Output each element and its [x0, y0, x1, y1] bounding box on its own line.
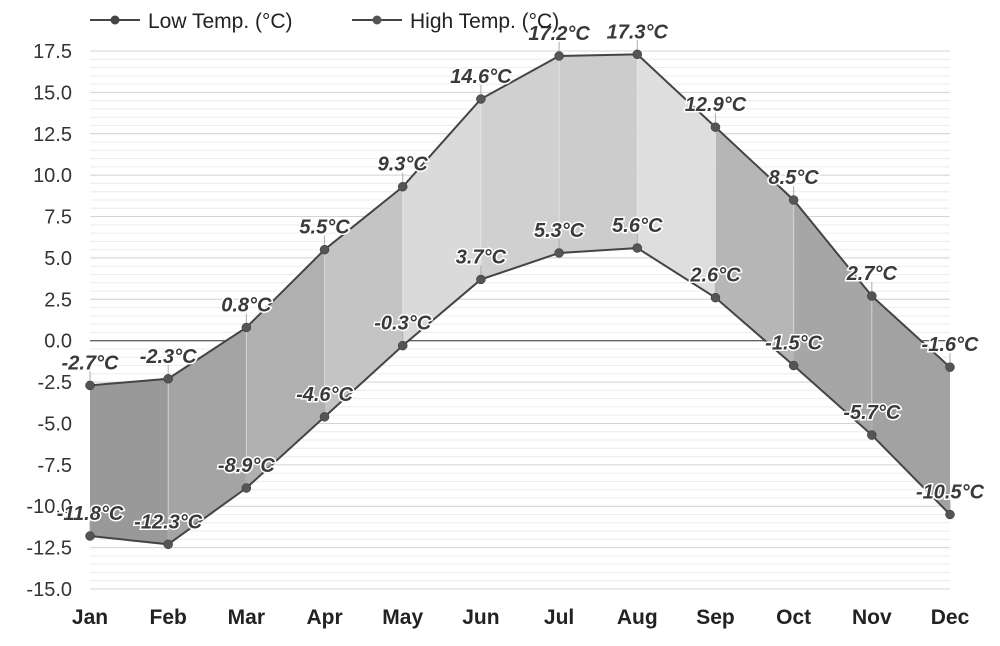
low-temp-point	[788, 360, 799, 371]
y-tick-label: -7.5	[38, 455, 72, 477]
low-temp-point	[554, 248, 564, 258]
data-labels: -11.8°C -12.3°C -8.9°C -4.6°C -0.3°C 3.7°C 5.3…	[55, 20, 986, 540]
high-temp-point	[85, 380, 95, 391]
x-tick-label: Nov	[852, 606, 892, 629]
x-tick-label: Aug	[617, 606, 658, 629]
low-temp-point	[632, 243, 643, 253]
high-temp-point	[632, 49, 643, 60]
low-temp-data-label: 5.3°C	[534, 220, 585, 242]
high-temp-line	[89, 53, 951, 387]
high-temp-data-label: -2.3°C	[140, 346, 197, 368]
low-temp-data-label: -11.8°C	[57, 503, 124, 525]
legend-high-label: High Temp. (°C)	[410, 10, 559, 33]
high-temp-data-label: 0.8°C	[221, 294, 272, 316]
y-tick-label: 0.0	[44, 331, 72, 353]
high-temp-data-label: 8.5°C	[769, 167, 820, 189]
y-tick-label: 10.0	[33, 165, 72, 187]
y-axis: 17.5 15.0 12.5 10.0 7.5 5.0 2.5 0.0 -2.5 -5.0 -7.5…	[26, 41, 72, 601]
x-tick-label: Sep	[696, 606, 735, 629]
high-temp-point	[867, 291, 877, 301]
x-tick-label: Mar	[228, 606, 265, 629]
high-temp-point	[397, 181, 408, 192]
low-temp-data-label: 2.6°C	[689, 265, 741, 287]
high-temp-point	[163, 374, 173, 384]
range-band	[559, 54, 638, 253]
y-tick-label: -5.0	[38, 413, 72, 435]
low-temp-point	[163, 539, 173, 550]
low-temp-point	[476, 274, 486, 285]
low-temp-data-label: -1.5°C	[765, 333, 822, 355]
high-temp-data-label: -2.7°C	[62, 352, 119, 374]
range-band	[637, 54, 716, 298]
high-temp-point	[788, 195, 799, 205]
series-lines	[85, 49, 955, 550]
y-tick-label: -2.5	[38, 372, 72, 394]
high-temp-point	[710, 122, 721, 132]
legend-high-marker	[372, 15, 382, 25]
range-bands	[90, 54, 950, 545]
x-tick-label: Dec	[931, 606, 970, 629]
legend-low-label: Low Temp. (°C)	[148, 10, 293, 33]
x-tick-label: Jan	[72, 606, 108, 629]
y-tick-label: -10.0	[26, 496, 72, 518]
high-temp-data-label: 17.2°C	[528, 23, 590, 45]
x-tick-label: Apr	[306, 606, 342, 629]
high-temp-point	[319, 244, 330, 255]
high-temp-data-label: 14.6°C	[450, 66, 512, 88]
range-band	[402, 99, 481, 346]
y-tick-label: 15.0	[33, 82, 72, 104]
low-temp-data-label: -8.9°C	[218, 455, 275, 477]
range-band	[480, 55, 560, 280]
x-tick-label: Oct	[776, 606, 811, 629]
y-tick-label: 2.5	[44, 289, 72, 311]
low-temp-data-label: -4.6°C	[296, 384, 353, 406]
high-temp-data-label: -1.6°C	[922, 334, 979, 356]
range-band	[715, 127, 794, 366]
x-tick-label: May	[382, 606, 423, 629]
low-temp-point	[945, 509, 955, 520]
low-temp-point	[241, 483, 252, 493]
x-tick-label: Jun	[462, 606, 499, 629]
y-tick-label: -12.5	[26, 538, 72, 560]
high-temp-data-label: 12.9°C	[685, 94, 747, 116]
low-temp-line	[89, 246, 951, 546]
y-tick-label: -15.0	[26, 579, 72, 601]
y-tick-label: 7.5	[44, 207, 72, 229]
low-temp-data-label: -10.5°C	[916, 482, 985, 504]
high-temp-point	[476, 94, 486, 104]
low-temp-point	[867, 430, 877, 440]
legend: Low Temp. (°C) High Temp. (°C)	[90, 10, 559, 33]
low-temp-data-label: -12.3°C	[134, 511, 203, 533]
high-temp-point	[554, 51, 564, 61]
low-temp-data-label: -5.7°C	[843, 402, 900, 424]
y-tick-label: 5.0	[44, 248, 72, 270]
low-temp-data-label: -0.3°C	[374, 313, 431, 335]
legend-low-marker	[110, 15, 120, 25]
high-temp-point	[945, 362, 955, 372]
low-temp-point	[319, 412, 330, 422]
x-tick-label: Feb	[150, 606, 187, 629]
low-temp-point	[397, 340, 408, 351]
low-temp-data-label: 3.7°C	[456, 246, 507, 268]
range-band	[793, 199, 872, 436]
high-temp-data-label: 17.3°C	[607, 21, 669, 43]
high-temp-data-label: 5.5°C	[299, 217, 350, 239]
low-temp-data-label: 5.6°C	[612, 215, 663, 237]
low-temp-point	[710, 292, 721, 303]
range-band	[324, 186, 403, 417]
range-band	[90, 378, 169, 545]
range-band	[168, 327, 247, 545]
high-temp-data-label: 2.7°C	[846, 263, 898, 285]
low-temp-point	[85, 531, 95, 541]
high-temp-point	[241, 322, 252, 333]
high-temp-data-label: 9.3°C	[378, 154, 429, 176]
x-axis: Jan Feb Mar Apr May Jun Jul Aug Sep Oct Nov Dec	[72, 606, 970, 629]
y-tick-label: 12.5	[33, 124, 72, 146]
x-tick-label: Jul	[544, 606, 574, 629]
y-tick-label: 17.5	[33, 41, 72, 63]
